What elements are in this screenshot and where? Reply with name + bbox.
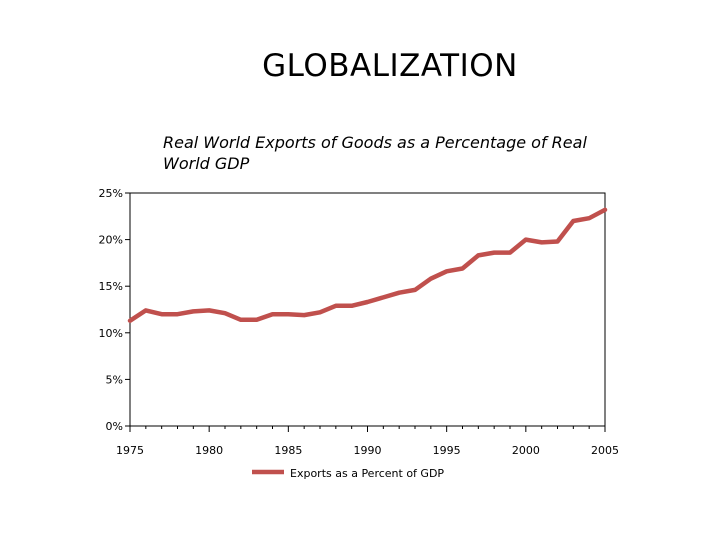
chart-title: Real World Exports of Goods as a Percent… <box>163 133 587 173</box>
x-tick-label: 2000 <box>512 444 540 457</box>
y-tick-label: 10% <box>99 327 123 340</box>
x-tick-label: 1995 <box>433 444 461 457</box>
series-line <box>127 207 608 323</box>
y-axis: 0% 5% 10% 15% 20% 25% <box>99 187 130 433</box>
x-tick-label: 1985 <box>274 444 302 457</box>
y-tick-label: 0% <box>106 420 123 433</box>
legend: Exports as a Percent of GDP <box>252 467 444 480</box>
y-tick-label: 20% <box>99 234 123 247</box>
page-title: GLOBALIZATION <box>262 48 518 84</box>
series-layer <box>127 207 608 323</box>
x-tick-label: 2005 <box>591 444 619 457</box>
y-tick-label: 5% <box>106 373 123 386</box>
legend-label: Exports as a Percent of GDP <box>290 467 444 480</box>
y-tick-label: 15% <box>99 280 123 293</box>
x-tick-label: 1975 <box>116 444 144 457</box>
x-axis: 1975 1980 1985 1990 1995 2000 2005 <box>116 426 619 457</box>
x-tick-label: 1990 <box>354 444 382 457</box>
x-tick-label: 1980 <box>195 444 223 457</box>
y-tick-label: 25% <box>99 187 123 200</box>
